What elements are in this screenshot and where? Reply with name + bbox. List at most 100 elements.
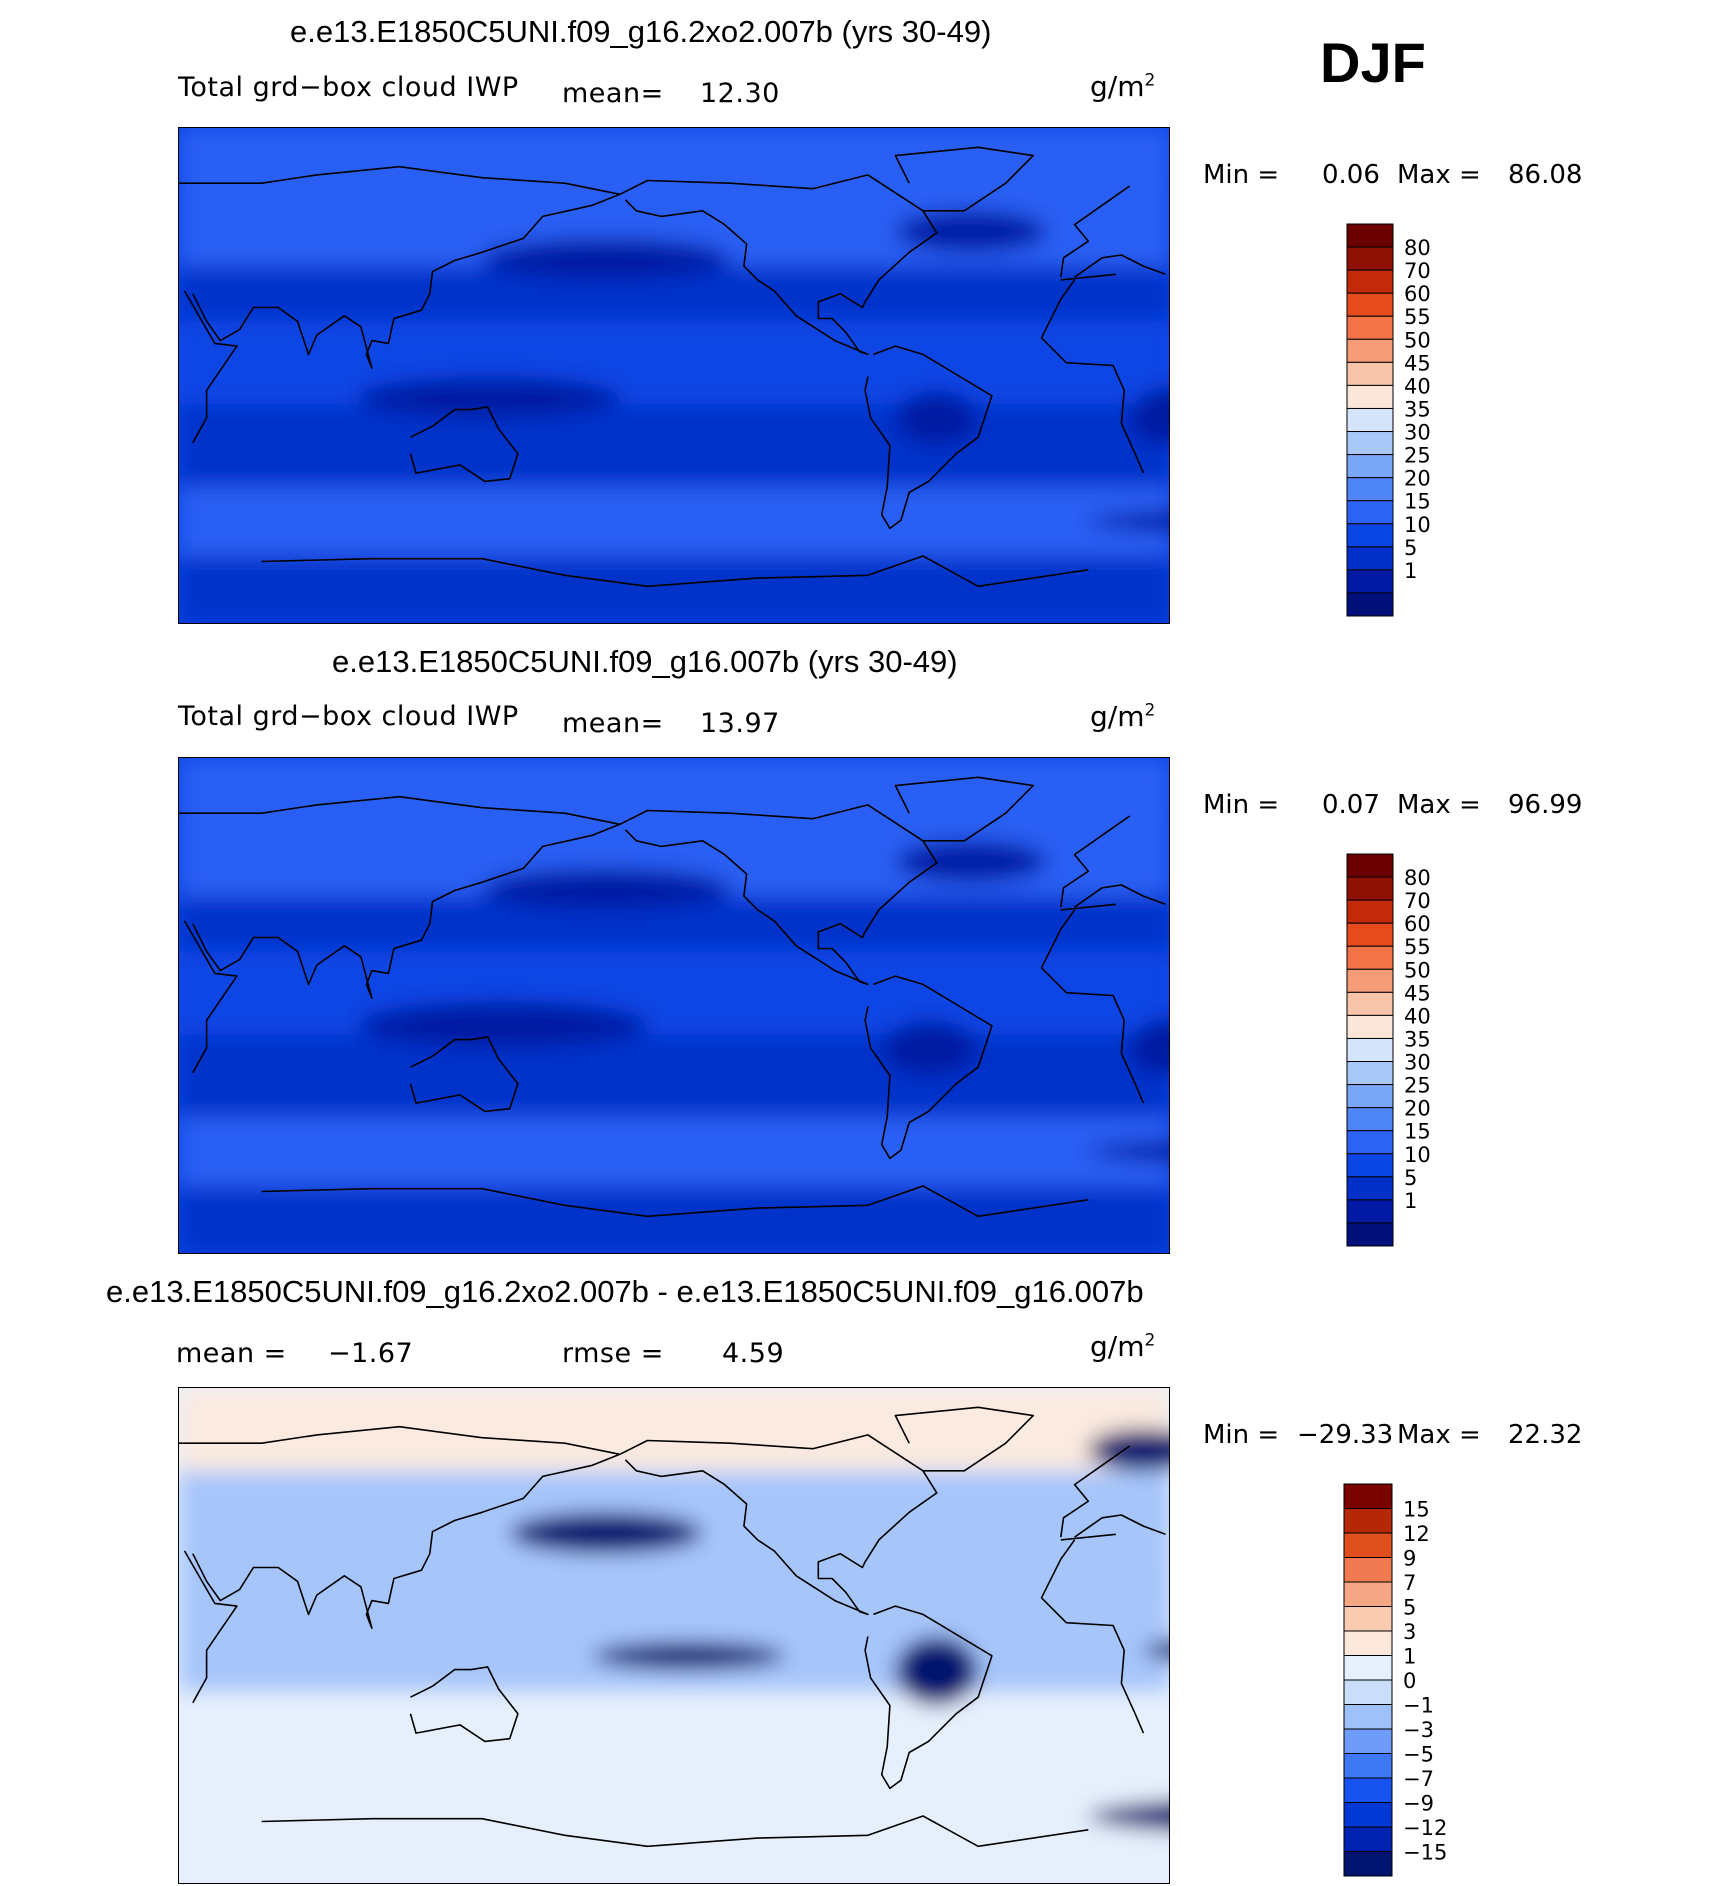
colorbar-tick-label: 35	[1404, 397, 1431, 421]
colorbar-swatch	[1343, 1630, 1393, 1656]
map-feature	[1088, 510, 1169, 533]
coastline	[864, 345, 993, 530]
colorbar-tick-label: 55	[1404, 305, 1431, 329]
panel3-title: e.e13.E1850C5UNI.f09_g16.2xo2.007b - e.e…	[106, 1274, 1144, 1309]
map-feature-core	[920, 217, 1022, 246]
map-feature-core	[523, 875, 689, 903]
colorbar-tick-label: 80	[1404, 866, 1431, 890]
colorbar-swatch	[1346, 945, 1394, 970]
colorbar-tick-label: 20	[1404, 1097, 1431, 1121]
coastline	[894, 1406, 1034, 1472]
colorbar-tick-label: −3	[1403, 1718, 1434, 1742]
panel3-units-base: g/m	[1090, 1330, 1145, 1363]
map-band	[179, 128, 1169, 184]
colorbar-tick-label: −5	[1403, 1743, 1434, 1767]
panel3-mean-label: mean =	[176, 1338, 287, 1369]
colorbar-swatch	[1346, 1199, 1394, 1224]
colorbar-tick-label: 60	[1404, 912, 1431, 936]
colorbar-tick-label: 50	[1404, 328, 1431, 352]
colorbar-tick-label: 1	[1403, 1645, 1416, 1669]
map-feature-core	[909, 1648, 965, 1695]
colorbar-tick-label: 1	[1404, 559, 1417, 583]
colorbar-tick-label: 35	[1404, 1027, 1431, 1051]
colorbar-swatch	[1346, 991, 1394, 1016]
colorbar-swatch	[1343, 1704, 1393, 1730]
panel1-min-value: 0.06	[1322, 160, 1380, 190]
colorbar-swatch	[1346, 454, 1394, 479]
panel1-title: e.e13.E1850C5UNI.f09_g16.2xo2.007b (yrs …	[290, 14, 992, 49]
colorbar-tick-label: 60	[1404, 282, 1431, 306]
panel1-units: g/m2	[1090, 70, 1155, 103]
panel3-rmse-value: 4.59	[722, 1338, 785, 1369]
colorbar-swatch	[1343, 1606, 1393, 1632]
colorbar-swatch	[1346, 292, 1394, 317]
panel1-colorbar: 80 70 60 55 50 45 40 35 30 25 20 15 10 5 1	[1346, 222, 1486, 618]
map-band	[179, 951, 1169, 1035]
map-band	[179, 1034, 1169, 1117]
colorbar-tick-label: 1	[1404, 1189, 1417, 1213]
colorbar-swatch	[1343, 1508, 1393, 1534]
colorbar-swatch	[1346, 384, 1394, 409]
colorbar-swatch	[1346, 922, 1394, 947]
colorbar-tick-label: 30	[1404, 1051, 1431, 1075]
colorbar-tick-label: 70	[1404, 889, 1431, 913]
map-band	[179, 1774, 1169, 1883]
map-feature-core	[401, 383, 577, 412]
coastline	[261, 1185, 1089, 1218]
colorbar-swatch	[1346, 500, 1394, 525]
panel1-max-label: Max =	[1397, 160, 1481, 190]
map-band	[179, 486, 1169, 556]
coastline	[261, 1815, 1089, 1848]
map-band	[179, 1185, 1169, 1253]
colorbar-swatch	[1346, 361, 1394, 386]
colorbar-swatch	[1343, 1655, 1393, 1681]
colorbar-tick-label: 55	[1404, 935, 1431, 959]
panel1-map	[178, 127, 1170, 624]
panel2-title: e.e13.E1850C5UNI.f09_g16.007b (yrs 30-49…	[332, 644, 958, 679]
colorbar-swatch	[1346, 899, 1394, 924]
colorbar-tick-label: 30	[1404, 421, 1431, 445]
colorbar-tick-label: 25	[1404, 444, 1431, 468]
coastline	[409, 1036, 519, 1113]
coastline	[179, 795, 1166, 999]
map-feature-core	[920, 847, 1022, 876]
colorbar-swatch	[1346, 1037, 1394, 1063]
map-feature-core	[1141, 1029, 1169, 1067]
colorbar-swatch	[1346, 1014, 1394, 1039]
map-feature-core	[523, 245, 689, 273]
colorbar-swatch	[1346, 407, 1394, 433]
coastline	[864, 1605, 993, 1790]
colorbar-swatch	[1346, 431, 1394, 456]
panel1-mean-label: mean=	[562, 78, 664, 109]
colorbar-tick-label: 15	[1404, 1120, 1431, 1144]
colorbar-swatch	[1346, 569, 1394, 594]
colorbar-swatch	[1343, 1532, 1393, 1558]
map-feature-core	[909, 399, 965, 437]
colorbar-tick-label: 20	[1404, 467, 1431, 491]
coastline	[409, 406, 519, 483]
panel2-units-base: g/m	[1090, 700, 1145, 733]
colorbar-tick-label: −12	[1403, 1816, 1447, 1840]
coastline	[183, 1533, 1145, 1734]
colorbar-swatch	[1346, 523, 1394, 548]
colorbar-tick-label: −9	[1403, 1792, 1434, 1816]
colorbar-tick-label: 9	[1403, 1547, 1416, 1571]
colorbar-swatch	[1346, 246, 1394, 271]
coastline	[894, 776, 1034, 842]
colorbar-tick-label: 45	[1404, 351, 1431, 375]
colorbar-tick-label: 3	[1403, 1620, 1416, 1644]
colorbar-swatch	[1346, 853, 1394, 878]
colorbar-tick-label: −1	[1403, 1694, 1434, 1718]
colorbar-tick-label: 15	[1404, 490, 1431, 514]
colorbar-swatch	[1346, 546, 1394, 571]
colorbar-swatch	[1343, 1753, 1393, 1779]
panel2-mean-label: mean=	[562, 708, 664, 739]
colorbar-swatch	[1346, 1107, 1394, 1132]
colorbar-swatch	[1343, 1679, 1393, 1705]
panel3-colorbar: 15 12 9 7 5 3 1 0 −1 −3 −5 −7 −9 −12 −15	[1343, 1482, 1486, 1878]
colorbar-tick-label: 15	[1403, 1498, 1430, 1522]
panel3-rmse-label: rmse =	[562, 1338, 664, 1369]
map-feature-core	[897, 1029, 963, 1067]
